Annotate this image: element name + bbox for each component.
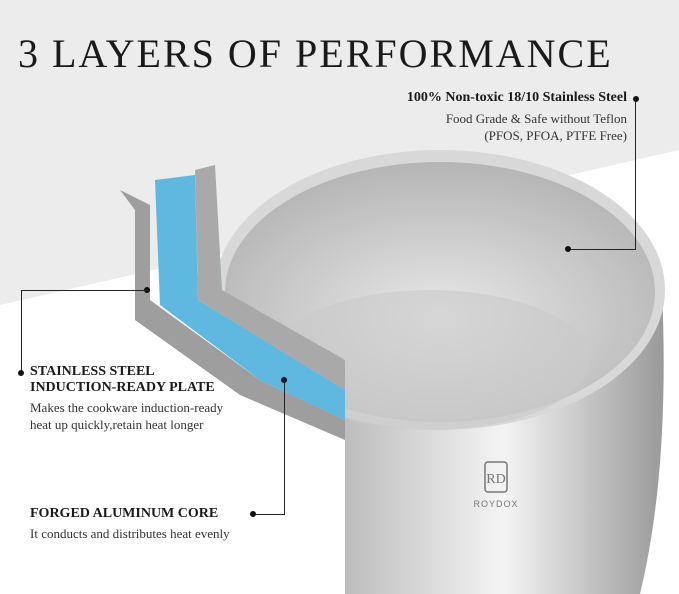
svg-text:ROYDOX: ROYDOX xyxy=(473,499,518,509)
callout-stainless-steel: 100% Non-toxic 18/10 Stainless Steel Foo… xyxy=(407,90,627,144)
pointer-dot xyxy=(18,370,24,376)
brand-logo: RD ROYDOX xyxy=(473,461,518,509)
callout-heading: INDUCTION-READY PLATE xyxy=(30,380,215,395)
page-title: 3 LAYERS OF PERFORMANCE xyxy=(18,31,613,76)
callout-aluminum-core: FORGED ALUMINUM CORE It conducts and dis… xyxy=(30,506,230,542)
callout-heading: 100% Non-toxic 18/10 Stainless Steel xyxy=(406,90,627,105)
callout-induction-plate: STAINLESS STEEL INDUCTION-READY PLATE Ma… xyxy=(30,364,223,433)
pointer-line xyxy=(284,380,285,515)
callout-text: Makes the cookware induction-ready xyxy=(30,400,224,415)
callout-heading: FORGED ALUMINUM CORE xyxy=(30,506,219,521)
callout-text: heat up quickly,retain heat longer xyxy=(30,417,204,432)
pointer-line xyxy=(21,290,22,372)
svg-text:RD: RD xyxy=(486,472,505,487)
pointer-line xyxy=(21,290,147,291)
callout-text: (PFOS, PFOA, PTFE Free) xyxy=(484,128,627,143)
callout-text: Food Grade & Safe without Teflon xyxy=(445,111,627,126)
pointer-line xyxy=(254,514,285,515)
callout-heading: STAINLESS STEEL xyxy=(30,364,155,379)
callout-text: It conducts and distributes heat evenly xyxy=(30,526,230,541)
pointer-dot xyxy=(250,511,256,517)
pan-image xyxy=(120,150,665,594)
pointer-dot xyxy=(633,96,639,102)
pointer-dot xyxy=(144,287,150,293)
pointer-dot xyxy=(565,246,571,252)
pointer-line xyxy=(568,249,636,250)
pointer-line xyxy=(635,99,636,249)
